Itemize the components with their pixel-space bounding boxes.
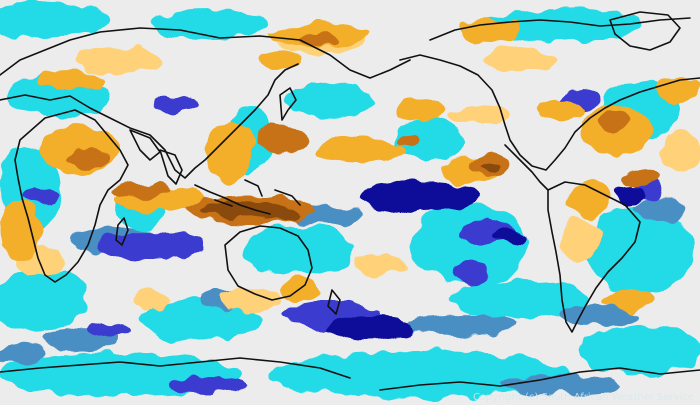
central-america-coastline	[504, 144, 549, 191]
africa-coastline	[14, 109, 129, 283]
dark-brown-anomaly-patches	[200, 163, 500, 221]
navy-anomaly-patches	[328, 181, 645, 340]
australia-coastline	[224, 225, 313, 301]
coastlines	[0, 11, 700, 391]
madagascar-coastline	[115, 217, 129, 246]
copyright-text: Copyright (c) South African Weather Serv…	[472, 392, 694, 403]
india-coastline	[129, 129, 183, 185]
eurasia-coastline	[0, 27, 411, 179]
japan-coastline	[279, 87, 297, 121]
new-zealand-coastline	[327, 289, 341, 315]
indonesia-coastline	[194, 179, 301, 215]
south-america-coastline	[547, 181, 641, 333]
royal-blue-anomaly-patches	[22, 90, 665, 393]
antarctica-coastline	[0, 357, 700, 391]
greenland-coastline	[609, 11, 681, 51]
north-america-coastline	[399, 17, 700, 171]
